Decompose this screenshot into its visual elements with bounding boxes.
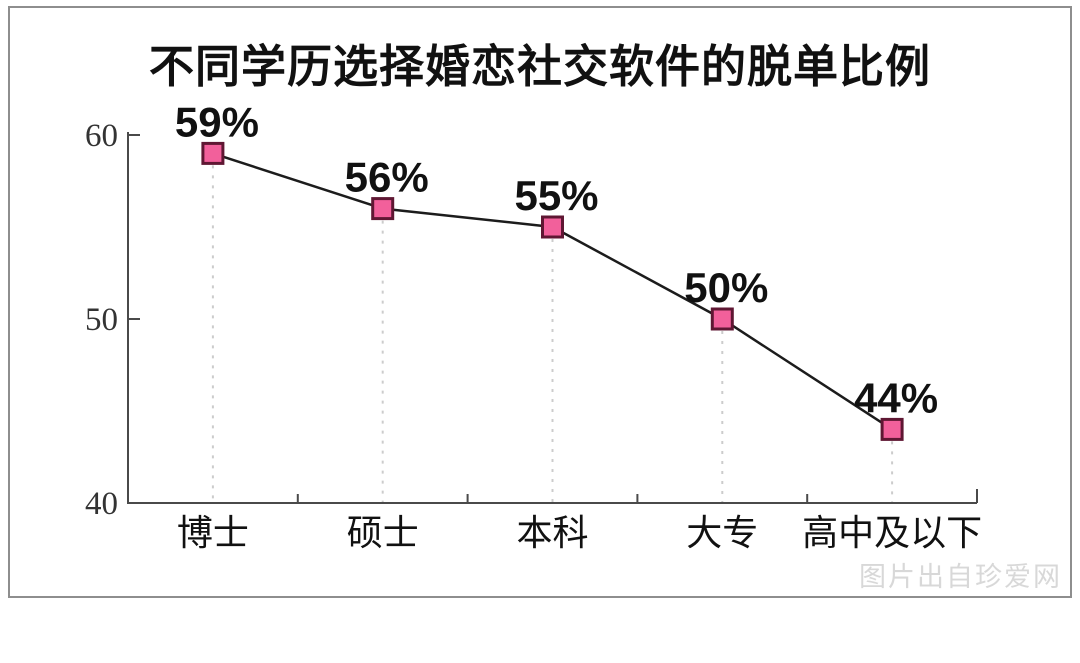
chart-card: 不同学历选择婚恋社交软件的脱单比例 40 50 60 博士 硕士 本科 大专 高中及以下 59%… xyxy=(8,6,1072,598)
line-chart-canvas: 40 50 60 博士 硕士 本科 大专 高中及以下 59% 56% 55% 50% 44% xyxy=(85,98,982,553)
x-category-label: 硕士 xyxy=(347,512,419,553)
data-point-value-label: 44% xyxy=(854,374,938,421)
data-point-marker xyxy=(201,141,225,165)
data-point-marker xyxy=(371,197,395,221)
data-point-value-label: 55% xyxy=(514,172,598,219)
data-point-marker xyxy=(880,417,904,441)
data-point-marker xyxy=(541,215,564,239)
y-tick-label: 60 xyxy=(85,118,118,154)
y-tick-label: 50 xyxy=(85,302,118,338)
data-point-value-label: 50% xyxy=(684,264,768,311)
x-category-label: 高中及以下 xyxy=(802,512,982,553)
data-point-value-label: 59% xyxy=(175,98,259,145)
x-category-label: 博士 xyxy=(177,512,249,553)
watermark-text: 图片出自珍爱网 xyxy=(859,562,1062,592)
data-point-value-label: 56% xyxy=(345,154,429,201)
x-category-label: 本科 xyxy=(516,512,588,553)
y-tick-label: 40 xyxy=(85,486,118,522)
data-point-marker xyxy=(710,307,734,331)
x-category-label: 大专 xyxy=(686,512,758,553)
chart-title: 不同学历选择婚恋社交软件的脱单比例 xyxy=(148,41,931,92)
